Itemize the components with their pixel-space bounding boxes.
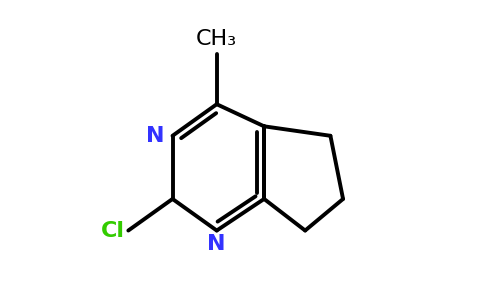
Text: N: N bbox=[208, 234, 226, 254]
Text: Cl: Cl bbox=[101, 220, 125, 241]
Text: N: N bbox=[146, 126, 165, 146]
Text: CH₃: CH₃ bbox=[196, 29, 237, 49]
